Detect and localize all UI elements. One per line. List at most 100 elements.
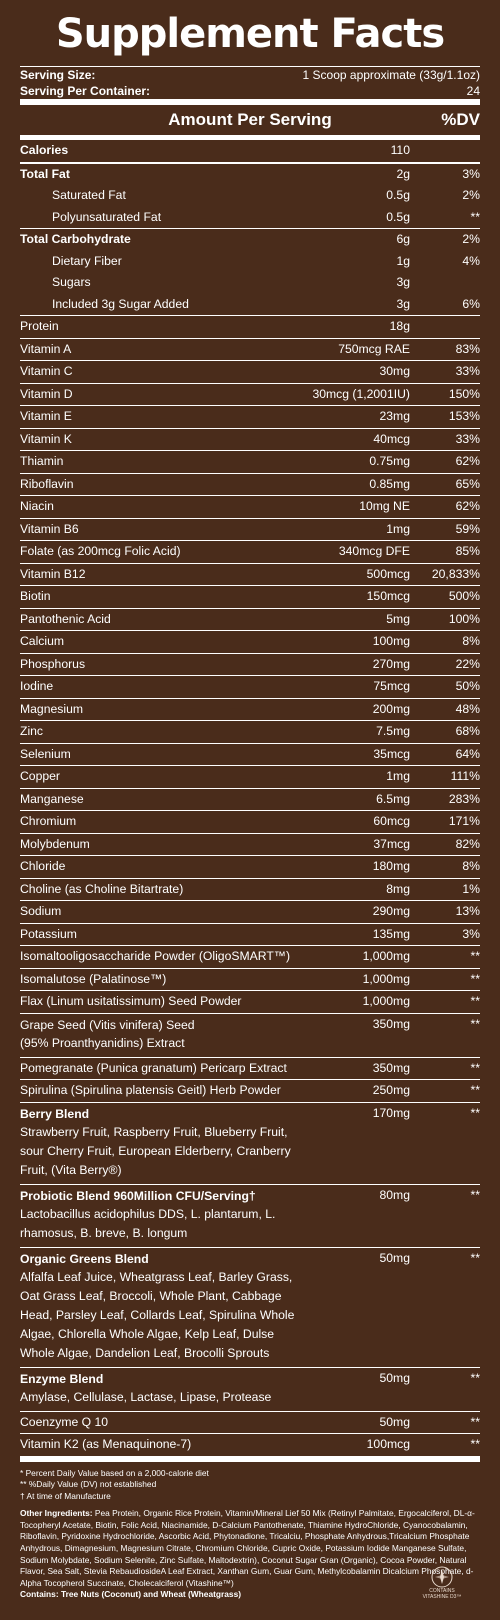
nutrient-row: Isomalutose (Palatinose™) 1,000mg ** (20, 967, 481, 991)
nutrient-name: Vitamin E (20, 409, 72, 423)
nutrient-row: Vitamin K2 (as Menaquinone-7) 100mcg ** (20, 1433, 480, 1456)
nutrient-row: Vitamin C 30mg 33% (20, 360, 480, 383)
nutrient-row: Protein 18g (20, 315, 480, 338)
nutrient-dv: ** (470, 209, 481, 224)
nutrient-dv (420, 272, 480, 294)
column-header: Amount Per Serving %DV (20, 105, 480, 135)
nutrient-row: Potassium 135mg 3% (20, 922, 480, 946)
nutrient-name-cell: Manganese (20, 789, 300, 811)
nutrient-dv: 111% (450, 769, 480, 783)
nutrient-name: Copper (20, 769, 60, 783)
nutrient-dv: ** (470, 1105, 481, 1120)
nutrient-name-cell: Folate (as 200mcg Folic Acid) (20, 541, 300, 563)
nutrient-name: Iodine (20, 679, 54, 693)
nutrient-amount: 0.5g (386, 188, 410, 202)
nutrient-subtext: (95% Proanthyanidins) Extract (20, 1035, 185, 1050)
nutrient-amount: 8mg (386, 881, 410, 896)
nutrient-amount: 1mg (386, 521, 410, 536)
nutrient-amount: 40mcg (373, 431, 410, 446)
nutrient-name: Sodium (20, 904, 62, 918)
nutrient-name: Grape Seed (Vitis vinifera) Seed (20, 1017, 195, 1032)
nutrient-dv: 2% (462, 232, 480, 246)
nutrient-row: Pantothenic Acid 5mg 100% (20, 607, 480, 631)
divider-thick (20, 1455, 480, 1462)
nutrient-name: Choline (as Choline Bitartrate) (20, 881, 184, 896)
nutrient-dv: 2% (462, 188, 480, 202)
nutrient-name: Vitamin K2 (as Menaquinone-7) (20, 1437, 192, 1451)
nutrient-dv: ** (470, 971, 481, 986)
nutrient-amount: 80mg (379, 1187, 411, 1202)
nutrient-amount: 30mcg (1,2001IU) (312, 386, 410, 401)
nutrient-row: Molybdenum 37mcg 82% (20, 832, 480, 856)
other-ingredients-label: Other Ingredients: (20, 1508, 93, 1519)
footnote-manufacture: † At time of Manufacture (20, 1490, 111, 1501)
nutrient-name-cell: Protein (20, 316, 300, 338)
contains-text: Tree Nuts (Coconut) and Wheat (Wheatgras… (60, 1589, 242, 1600)
nutrient-name-cell: Copper (20, 766, 300, 788)
nutrient-amount: 0.75mg (369, 454, 410, 468)
nutrient-row: Calories 110 (20, 139, 480, 162)
nutrient-name-cell: Spirulina (Spirulina platensis Geitl) He… (20, 1080, 300, 1102)
nutrient-row: Enzyme Blend Amylase, Cellulase, Lactase,… (20, 1366, 480, 1411)
nutrient-name-cell: Choline (as Choline Bitartrate) (20, 879, 300, 901)
nutrient-name-cell: Pomegranate (Punica granatum) Pericarp E… (20, 1058, 300, 1080)
nutrient-dv: 6% (462, 296, 480, 311)
nutrient-row: Vitamin A 750mcg RAE 83% (20, 337, 480, 361)
nutrient-name: Vitamin B6 (20, 521, 79, 536)
nutrient-amount: 1g (396, 253, 410, 268)
logo-text-1: CONTAINS (429, 1588, 455, 1594)
divider (20, 66, 480, 67)
nutrient-row: Spirulina (Spirulina platensis Geitl) He… (20, 1079, 480, 1102)
nutrient-name: Selenium (20, 746, 71, 761)
nutrient-dv: 283% (448, 791, 480, 806)
nutrient-name-cell: Flax (Linum usitatissimum) Seed Powder (20, 991, 300, 1013)
nutrient-amount: 23mg (379, 409, 411, 423)
nutrient-row: Choline (as Choline Bitartrate) 8mg 1% (20, 877, 480, 901)
nutrient-name: Isomaltooligosaccharide Powder (OligoSMA… (20, 949, 291, 963)
nutrient-amount: 340mcg DFE (338, 544, 410, 558)
nutrient-row: Copper 1mg 111% (20, 765, 480, 788)
nutrient-row: Iodine 75mcg 50% (20, 675, 480, 698)
nutrient-name: Saturated Fat (52, 188, 126, 202)
nutrient-name-cell: Sodium (20, 901, 300, 923)
nutrient-dv: 68% (455, 724, 480, 738)
contains-label: Contains: (20, 1589, 59, 1600)
nutrient-name-cell: Potassium (20, 924, 300, 946)
divider-thick (20, 99, 480, 105)
nutrient-row: Vitamin B6 1mg 59% (20, 517, 480, 541)
logo-text-2: VITASHINE D3™ (422, 1594, 462, 1600)
nutrient-dv: 64% (455, 746, 480, 761)
nutrient-amount: 50mg (379, 1414, 411, 1429)
nutrient-name-cell: Vitamin D (20, 384, 300, 406)
nutrient-row: Folate (as 200mcg Folic Acid) 340mcg DFE 8… (20, 540, 480, 563)
other-ingredients-text: Pea Protein, Organic Rice Protein, Vitam… (20, 1508, 475, 1588)
nutrient-amount: 1,000mg (362, 949, 410, 963)
nutrient-name: Calcium (20, 634, 65, 648)
nutrient-name: Protein (20, 319, 59, 333)
nutrient-name: Biotin (20, 589, 51, 603)
nutrient-name-cell: Riboflavin (20, 474, 300, 496)
nutrient-row: Pomegranate (Punica granatum) Pericarp E… (20, 1056, 480, 1080)
nutrient-amount: 290mg (372, 904, 410, 918)
nutrient-row: Coenzyme Q 10 50mg ** (20, 1410, 480, 1434)
nutrient-dv: ** (470, 949, 481, 963)
nutrient-dv: 100% (448, 611, 480, 626)
nutrient-name: Pomegranate (Punica granatum) Pericarp E… (20, 1060, 287, 1075)
footnotes: * Percent Daily Value based on a 2,000-c… (20, 1468, 480, 1602)
nutrient-amount: 5mg (386, 611, 410, 626)
nutrient-name-cell: Calories (20, 140, 300, 162)
nutrient-row: Dietary Fiber 1g 4% (20, 251, 480, 273)
nutrient-amount: 100mcg (366, 1437, 410, 1451)
nutrient-name-cell: Niacin (20, 496, 300, 518)
nutrient-amount: 35mcg (373, 746, 410, 761)
nutrient-row: Thiamin 0.75mg 62% (20, 450, 480, 473)
nutrient-name: Berry Blend (20, 1106, 90, 1121)
nutrient-amount: 180mg (372, 859, 410, 873)
nutrient-amount: 10mg NE (359, 499, 410, 513)
nutrient-dv: 3% (462, 166, 480, 181)
nutrient-name: Probiotic Blend 960Million CFU/Serving† (20, 1188, 256, 1203)
nutrient-amount: 750mcg RAE (338, 341, 410, 356)
nutrient-amount: 2g (396, 166, 410, 181)
nutrient-amount: 1mg (386, 769, 410, 783)
nutrient-name-cell: Pantothenic Acid (20, 609, 300, 631)
